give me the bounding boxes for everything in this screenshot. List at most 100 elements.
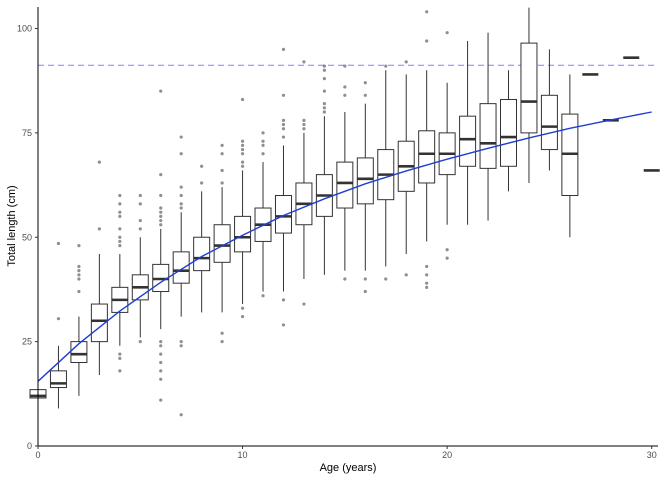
box-age-26	[561, 74, 579, 238]
outlier-point	[179, 206, 183, 210]
outlier-point	[322, 102, 326, 106]
outlier-point	[179, 185, 183, 189]
outlier-point	[343, 277, 347, 281]
outlier-point	[261, 294, 265, 298]
outlier-point	[281, 135, 286, 139]
outlier-point	[425, 281, 429, 285]
outlier-point	[384, 64, 388, 68]
outlier-point	[220, 168, 224, 173]
outlier-point	[159, 377, 163, 381]
outlier-point	[261, 143, 265, 147]
outlier-point	[159, 340, 163, 344]
outlier-point	[240, 147, 245, 152]
box-age-7	[172, 135, 190, 417]
outlier-point	[200, 164, 204, 168]
box-age-6	[152, 89, 170, 402]
x-tick-label: 20	[442, 450, 452, 460]
outlier-point	[56, 241, 61, 246]
outlier-point	[179, 413, 183, 417]
box-iqr	[49, 370, 67, 389]
outlier-point	[445, 256, 449, 260]
y-axis-title: Total length (cm)	[6, 185, 18, 266]
outlier-point	[240, 164, 245, 168]
box-iqr	[540, 94, 558, 151]
outlier-point	[261, 139, 265, 143]
box-iqr	[172, 251, 190, 284]
axes: 0 25 50 75 100 0 10 20 30	[17, 7, 658, 460]
outlier-point	[138, 227, 142, 231]
outlier-point	[404, 273, 408, 277]
outlier-point	[220, 331, 224, 335]
x-tick-label: 10	[238, 450, 248, 460]
box-age-23	[500, 70, 518, 192]
outlier-point	[343, 93, 347, 97]
y-tick-label: 75	[22, 128, 32, 138]
outlier-point	[445, 248, 449, 252]
outlier-point	[261, 131, 265, 135]
box-iqr	[459, 115, 477, 167]
outlier-point	[384, 277, 388, 281]
box-iqr	[274, 195, 292, 234]
box-age-22	[479, 32, 497, 221]
outlier-point	[404, 60, 408, 64]
outlier-point	[220, 143, 224, 147]
outlier-point	[118, 244, 122, 248]
outlier-point	[322, 89, 326, 93]
outlier-point	[281, 122, 286, 127]
outlier-point	[302, 60, 306, 64]
outlier-point	[118, 369, 122, 373]
outlier-point	[77, 289, 81, 294]
outlier-point	[159, 206, 163, 210]
outlier-point	[425, 10, 429, 14]
outlier-point	[159, 173, 163, 177]
box-age-1	[49, 241, 67, 409]
outlier-point	[138, 202, 142, 206]
outlier-point	[261, 152, 265, 156]
y-tick-label: 100	[17, 24, 32, 34]
x-axis-title: Age (years)	[320, 462, 377, 474]
box-age-17	[377, 64, 395, 281]
outlier-point	[281, 118, 286, 122]
outlier-point	[220, 181, 224, 185]
box-iqr	[193, 236, 211, 272]
outlier-point	[425, 39, 429, 43]
outlier-point	[138, 218, 142, 223]
box-age-11	[254, 131, 272, 298]
outlier-point	[118, 214, 122, 218]
y-tick-label: 25	[22, 337, 32, 347]
box-age-8	[193, 164, 211, 313]
outlier-point	[118, 202, 122, 206]
outlier-point	[322, 68, 326, 72]
outlier-point	[159, 360, 163, 365]
outlier-point	[179, 344, 183, 348]
box-age-21	[459, 41, 477, 225]
box-age-18	[397, 60, 415, 277]
x-tick-label: 30	[647, 450, 657, 460]
box-iqr	[70, 341, 88, 363]
outlier-point	[159, 352, 163, 356]
outlier-point	[159, 223, 163, 227]
outlier-point	[159, 344, 163, 348]
y-tick-label: 50	[22, 232, 32, 242]
outlier-point	[77, 277, 81, 281]
outlier-point	[240, 160, 245, 164]
outlier-point	[363, 277, 367, 281]
outlier-point	[138, 193, 142, 198]
outlier-point	[302, 118, 306, 122]
box-age-20	[438, 31, 456, 260]
outlier-point	[302, 122, 306, 127]
outlier-point	[118, 210, 122, 214]
outlier-point	[425, 264, 429, 269]
outlier-point	[118, 193, 122, 198]
outlier-point	[220, 152, 224, 156]
outlier-point	[56, 317, 61, 321]
box-iqr	[500, 98, 518, 167]
outlier-point	[77, 264, 81, 269]
outlier-point	[179, 152, 183, 156]
outlier-point	[220, 340, 224, 344]
outlier-point	[159, 398, 163, 402]
outlier-point	[97, 160, 101, 164]
outlier-point	[97, 227, 101, 231]
outlier-point	[159, 210, 163, 214]
